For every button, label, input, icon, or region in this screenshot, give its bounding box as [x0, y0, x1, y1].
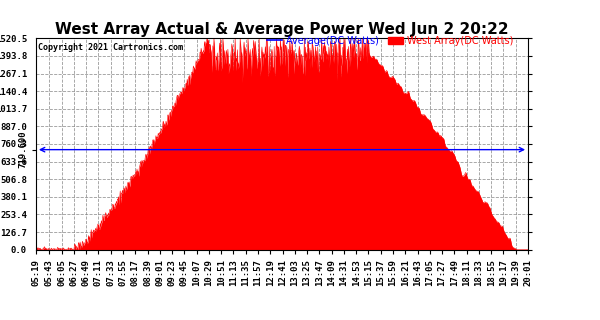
- Legend: Average(DC Watts), West Array(DC Watts): Average(DC Watts), West Array(DC Watts): [263, 32, 517, 49]
- Title: West Array Actual & Average Power Wed Jun 2 20:22: West Array Actual & Average Power Wed Ju…: [55, 22, 509, 37]
- Text: Copyright 2021 Cartronics.com: Copyright 2021 Cartronics.com: [38, 43, 184, 52]
